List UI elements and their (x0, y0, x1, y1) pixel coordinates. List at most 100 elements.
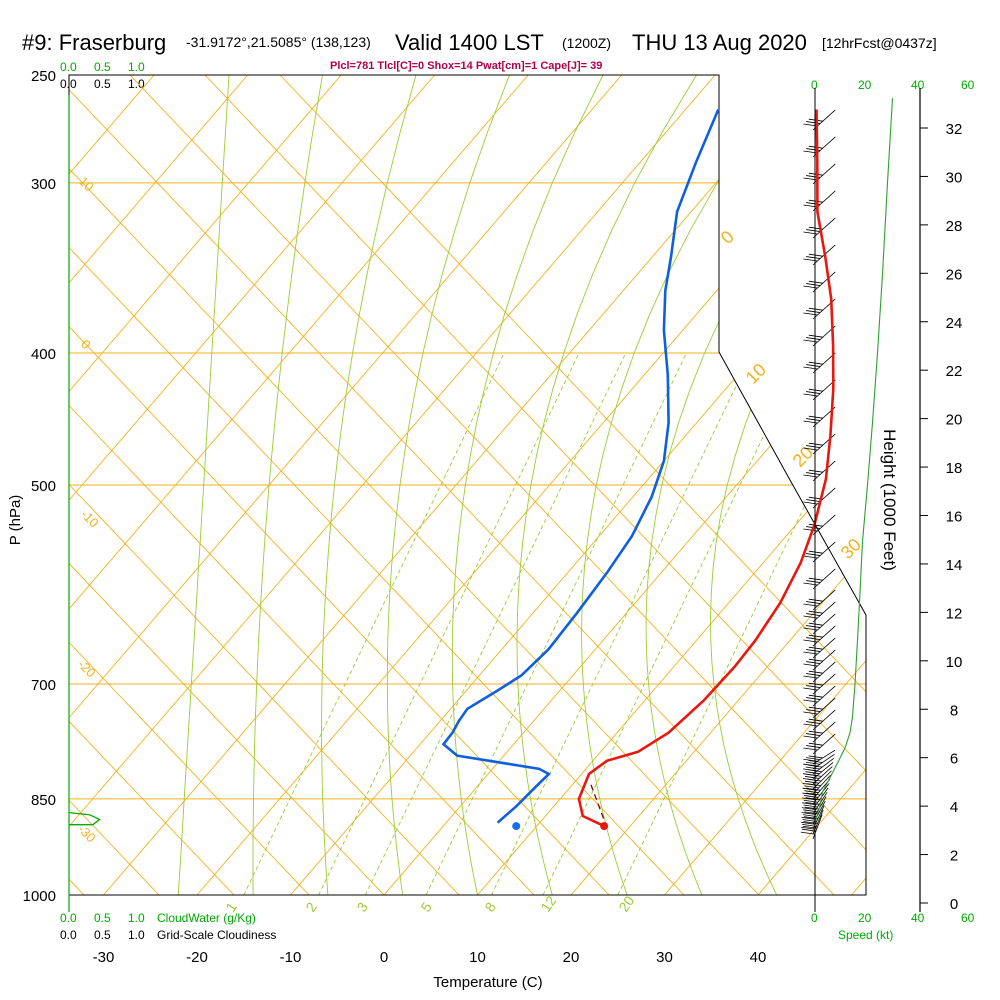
bot-cw-tick-1: 0.5 (94, 911, 111, 925)
x-tick-label--20: -20 (186, 949, 208, 966)
isotherm--90 (69, 75, 249, 895)
dry-adiabat-9 (69, 75, 685, 895)
moist-adiabat-6 (581, 75, 791, 895)
bot-cw-tick-2: 1.0 (128, 911, 145, 925)
forecast-info: [12hrFcst@0437z] (822, 35, 937, 51)
bot-cl-tick-0: 0.0 (60, 928, 77, 942)
height-tick-label-20: 20 (946, 412, 963, 429)
p-tick-label-250: 250 (31, 68, 56, 85)
wind-barb-46 (800, 814, 823, 840)
height-axis-label: Height (1000 Feet) (880, 429, 899, 571)
top-cloudiness-scale: 0.0 0.5 1.0 (60, 77, 145, 91)
bot-speed-tick-2: 40 (911, 911, 925, 925)
height-tick-label-28: 28 (946, 218, 963, 235)
moist-adiabat-1 (252, 75, 323, 895)
wind-barb-1 (803, 136, 836, 158)
height-tick-label-6: 6 (950, 751, 958, 768)
x-tick-label-40: 40 (750, 949, 767, 966)
moist-adiabat-3 (386, 75, 510, 895)
height-tick-label-10: 10 (946, 654, 963, 671)
isotherm-20 (570, 75, 866, 895)
isotherm-0 (383, 75, 866, 895)
isotherm-lines (69, 75, 866, 895)
bottom-cloudiness-scale: 0.0 0.5 1.0 Grid-Scale Cloudiness (60, 928, 276, 942)
isotherm--30 (103, 75, 810, 895)
plot-border (68, 74, 867, 896)
moist-adiabats (177, 75, 866, 895)
surface-temperature-dot (600, 822, 609, 831)
bot-speed-tick-3: 60 (961, 911, 975, 925)
height-tick-label-4: 4 (950, 799, 958, 816)
mixing-ratio-line-6 (617, 352, 866, 895)
height-tick-label-16: 16 (946, 509, 963, 526)
wind-barb-2 (803, 163, 836, 185)
wind-barb-16 (803, 541, 836, 563)
moist-adiabat-0 (177, 75, 230, 895)
wind-barb-37 (802, 774, 832, 795)
top-cw-tick-1: 0.5 (94, 60, 111, 74)
mixing-ratio-label-5: 12 (537, 893, 559, 915)
height-tick-label-26: 26 (946, 266, 963, 283)
plot-frame (68, 74, 867, 896)
isotherm-label-0: 10 (76, 174, 97, 195)
x-axis-label: Temperature (C) (433, 974, 542, 991)
top-speed-tick-0: 0 (811, 78, 818, 92)
sounding-profiles (68, 98, 894, 831)
x-tick-label-20: 20 (563, 949, 580, 966)
moist-adiabat-4 (451, 75, 604, 895)
valid-time: Valid 1400 LST (395, 30, 544, 55)
top-speed-scale: 0 20 40 60 (811, 78, 975, 92)
isotherm-label-8: 30 (837, 535, 865, 563)
axis-ticks: -30 -20 -10 0 10 20 30 402503004005007008501000… (23, 68, 963, 966)
height-tick-label-8: 8 (950, 702, 958, 719)
p-tick-label-500: 500 (31, 478, 56, 495)
mixing-ratio-label-1: 2 (302, 899, 320, 915)
bot-speed-tick-1: 20 (858, 911, 872, 925)
wind-barb-3 (803, 190, 836, 212)
dry-adiabat-14 (279, 75, 866, 895)
temperature-line (577, 109, 835, 828)
bottom-cloudwater-scale: 0.0 0.5 1.0 CloudWater (g/Kg) (60, 911, 256, 925)
wind-barb-5 (803, 244, 836, 266)
mixing-ratio-line-4 (491, 352, 753, 895)
dry-adiabat-11 (69, 75, 835, 895)
p-tick-label-400: 400 (31, 346, 56, 363)
top-speed-tick-1: 20 (858, 78, 872, 92)
y-axis-label: P (hPa) (7, 495, 24, 546)
moist-adiabat-2 (321, 75, 417, 895)
bottom-speed-scale: 0 20 40 60 Speed (kt) (811, 911, 975, 942)
p-tick-label-300: 300 (31, 176, 56, 193)
p-tick-label-850: 850 (31, 792, 56, 809)
dry-adiabat-10 (69, 75, 760, 895)
isotherm--70 (69, 75, 436, 895)
bot-speed-tick-0: 0 (811, 911, 818, 925)
lcl-parcel-line (590, 784, 606, 823)
wind-barb-10 (803, 379, 836, 401)
bot-cw-tick-0: 0.0 (60, 911, 77, 925)
mixing-ratio-label-3: 5 (417, 899, 435, 915)
mixing-ratio-label-2: 3 (353, 899, 371, 915)
isotherm-50 (851, 75, 866, 895)
isotherm-30 (664, 75, 866, 895)
height-tick-label-22: 22 (946, 363, 963, 380)
mixing-ratio-line-0 (243, 352, 505, 895)
cloudwater-profile (68, 811, 101, 826)
isotherm-label-6: 10 (742, 360, 770, 388)
isotherm--10 (290, 75, 866, 895)
isotherm-label-3: -20 (75, 657, 99, 681)
bot-cl-tick-1: 0.5 (94, 928, 111, 942)
mixing-ratio-line-5 (542, 352, 804, 895)
moist-adiabat-5 (516, 75, 697, 895)
bot-cw-label: CloudWater (g/Kg) (157, 911, 256, 925)
x-tick-label--10: -10 (280, 949, 302, 966)
dry-adiabat-0 (0, 75, 9, 895)
isotherm--40 (69, 75, 716, 895)
height-tick-label-12: 12 (946, 605, 963, 622)
dewpoint-line (441, 108, 720, 824)
x-tick-label-30: 30 (656, 949, 673, 966)
isotherm-label-2: -10 (78, 507, 102, 531)
top-cw-tick-2: 1.0 (128, 60, 145, 74)
top-cl-tick-2: 1.0 (128, 77, 145, 91)
height-tick-label-24: 24 (946, 315, 963, 332)
bot-cl-label: Grid-Scale Cloudiness (157, 928, 276, 942)
